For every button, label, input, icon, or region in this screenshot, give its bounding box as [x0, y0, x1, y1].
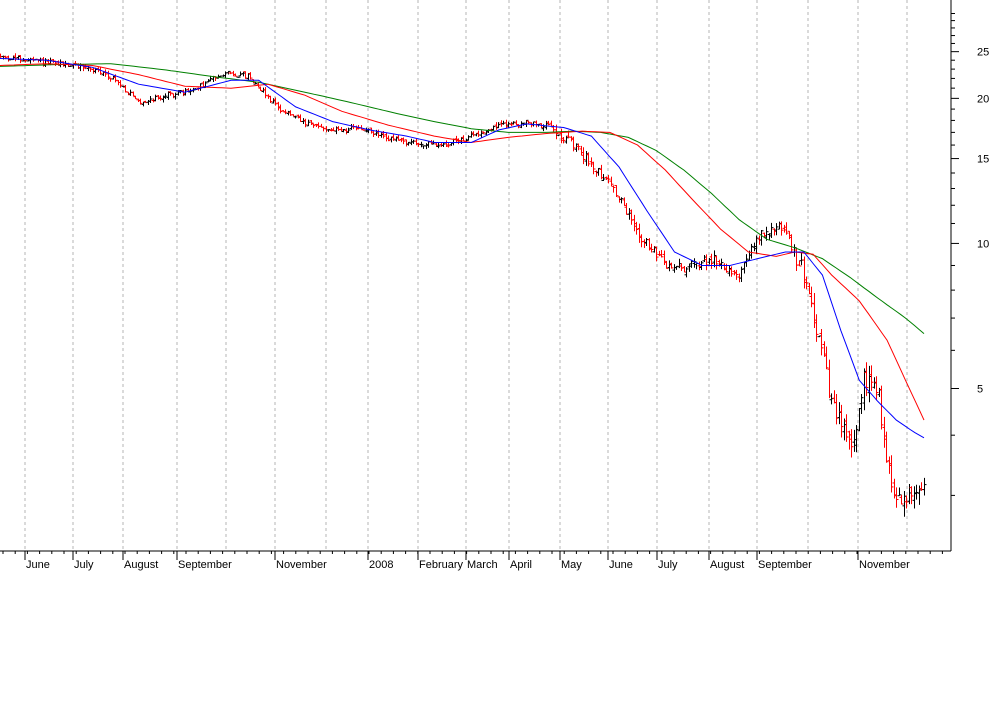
x-tick-label: June: [609, 559, 633, 571]
price-candles: [0, 53, 927, 517]
x-tick-label: August: [124, 559, 158, 571]
moving-average-lines: [0, 58, 925, 439]
x-tick-label: February: [419, 559, 464, 571]
x-tick-label: September: [758, 559, 812, 571]
x-tick-label: July: [74, 559, 94, 571]
x-tick-label: September: [178, 559, 232, 571]
y-tick-label: 10: [977, 238, 989, 250]
y-tick-label: 5: [977, 383, 983, 395]
x-tick-label: March: [467, 559, 498, 571]
x-tick-label: 2008: [369, 559, 393, 571]
y-tick-label: 20: [977, 93, 989, 105]
y-tick-label: 25: [977, 47, 989, 59]
long-moving-average-line: [0, 63, 925, 334]
x-tick-label: July: [658, 559, 678, 571]
y-tick-label: 15: [977, 154, 989, 166]
x-axis-ticks: June July August September November 2008 Febru…: [2, 551, 943, 571]
mid-moving-average-line: [0, 63, 925, 421]
x-tick-label: June: [26, 559, 50, 571]
y-axis-ticks: 25 20 15 10 5: [951, 13, 989, 496]
x-tick-label: April: [510, 559, 532, 571]
x-tick-label: November: [276, 559, 327, 571]
x-tick-label: November: [859, 559, 910, 571]
axes: [0, 0, 952, 552]
short-moving-average-line: [0, 58, 925, 439]
x-tick-label: August: [710, 559, 744, 571]
x-tick-label: May: [561, 559, 582, 571]
vertical-gridlines: [24, 0, 908, 551]
